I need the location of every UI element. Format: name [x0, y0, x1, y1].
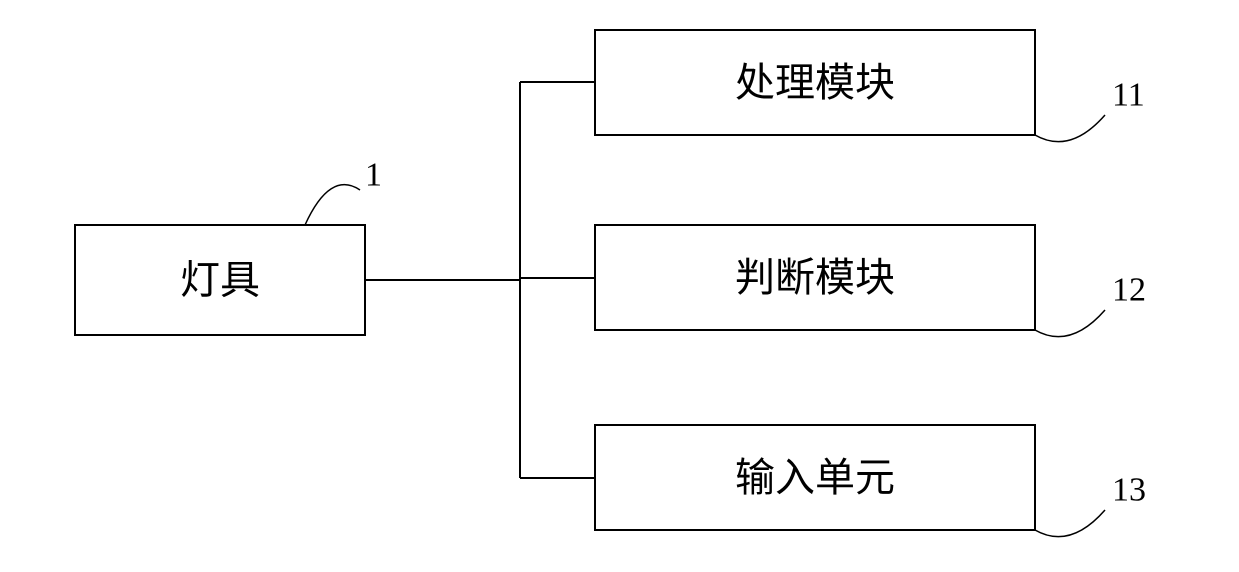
- input-lead: [1035, 510, 1105, 537]
- lamp-label: 灯具: [180, 258, 260, 303]
- input-number: 13: [1112, 472, 1146, 509]
- input-label: 输入单元: [735, 455, 895, 500]
- processing-number: 11: [1112, 77, 1145, 114]
- judgment-number: 12: [1112, 272, 1146, 309]
- judgment-label: 判断模块: [735, 255, 895, 300]
- processing-label: 处理模块: [735, 60, 895, 105]
- lamp-lead: [305, 185, 360, 225]
- judgment-lead: [1035, 310, 1105, 337]
- lamp-number: 1: [365, 157, 382, 194]
- processing-lead: [1035, 115, 1105, 142]
